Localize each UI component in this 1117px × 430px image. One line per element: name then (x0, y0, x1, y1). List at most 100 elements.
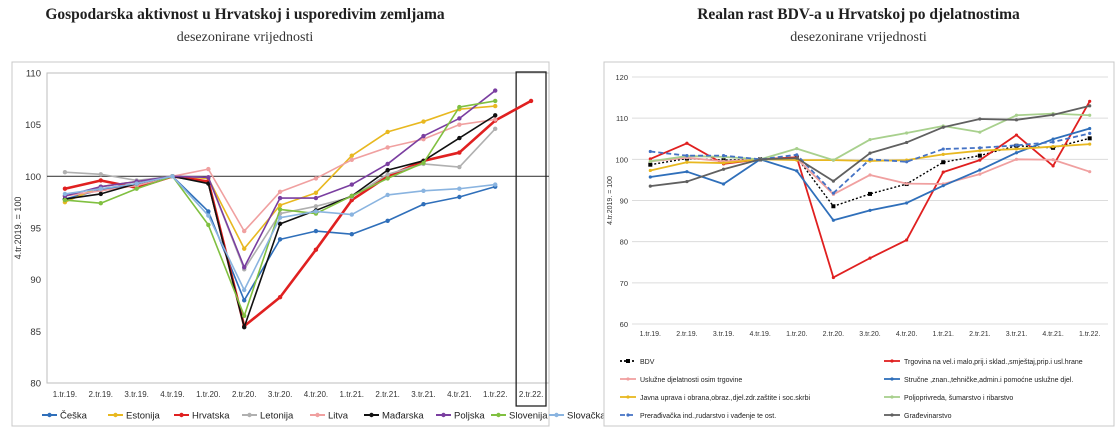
chart2-legend-label: Trgovina na vel.i malo,prij.i sklad.,smj… (904, 359, 1083, 366)
chart2-title: Realan rast BDV-a u Hrvatskoj po djelatn… (697, 6, 1020, 23)
chart2-point (685, 179, 689, 184)
chart1-xtick-label: 1.tr.21. (340, 390, 364, 399)
chart2-xtick-label: 1.tr.22. (1079, 331, 1100, 338)
chart2-legend-marker (890, 395, 894, 399)
chart2-point (905, 182, 909, 186)
chart2-point (868, 256, 872, 260)
chart1-point (242, 313, 247, 319)
chart2-point (758, 157, 762, 161)
chart1-point (134, 181, 139, 186)
chart2-ytick-label: 100 (615, 155, 628, 164)
chart2-xtick-label: 2.tr.21. (969, 331, 990, 338)
chart2-point (1014, 157, 1019, 161)
chart1-point (421, 188, 426, 193)
chart1-point (313, 247, 319, 252)
chart1-legend-label: Litva (328, 411, 349, 422)
chart1-point (493, 88, 498, 93)
chart2-point (1014, 133, 1019, 137)
chart2-point (1051, 140, 1055, 144)
chart1-point (349, 232, 354, 237)
chart2-point (1014, 151, 1019, 155)
chart2-point (1014, 143, 1019, 147)
chart1-point (134, 186, 139, 191)
chart2-point (831, 179, 835, 183)
chart2-point (648, 157, 652, 161)
chart2-ytick-label: 90 (620, 197, 628, 206)
chart1-legend-label: Hrvatska (192, 411, 230, 422)
chart1-point (528, 98, 534, 104)
chart1-point (98, 201, 103, 206)
chart1-xtick-label: 1.tr.22. (483, 390, 507, 399)
chart1-point (493, 113, 498, 118)
chart2-point (868, 208, 872, 212)
chart1-point (349, 197, 354, 203)
chart1-ytick-label: 90 (30, 275, 41, 286)
chart2-point (1088, 170, 1092, 174)
chart2-point (905, 201, 909, 205)
chart1-point (98, 172, 103, 177)
chart1-legend-label: Letonija (260, 411, 294, 422)
chart2-legend-marker (890, 359, 894, 363)
chart2-xtick-label: 4.tr.19. (749, 331, 770, 338)
chart1-legend-marker (496, 412, 501, 418)
chart2-point (685, 160, 689, 164)
chart1-legend-label: Češka (60, 411, 88, 422)
chart1-plot-area (46, 72, 550, 384)
chart1-point (206, 175, 211, 180)
chart1-point (313, 204, 319, 209)
chart1-legend-marker (441, 412, 446, 418)
chart1-point (349, 153, 354, 158)
chart1-point (313, 209, 319, 214)
chart1-point (62, 186, 68, 191)
chart1-point (493, 98, 498, 104)
chart2-point (648, 168, 652, 173)
chart2-point (1051, 144, 1055, 149)
chart2-legend-marker (626, 395, 630, 399)
chart2-xtick-label: 1.tr.19. (640, 331, 661, 338)
chart1-point (242, 298, 247, 303)
chart2-point (1088, 131, 1092, 135)
chart2-xtick-label: 1.tr.21. (933, 331, 954, 338)
chart2-point (685, 154, 689, 158)
chart2-point (868, 157, 872, 161)
chart1-point (313, 228, 319, 234)
chart1-point (242, 228, 247, 234)
chart2-point (905, 238, 909, 242)
chart2-point (1014, 118, 1019, 122)
chart2-ytick-label: 80 (620, 238, 628, 247)
chart2-point (648, 162, 653, 167)
chart2-point (721, 167, 726, 171)
chart2-legend-label: Uslužne djelatnosti osim trgovine (640, 377, 742, 384)
chart1-point (313, 190, 319, 196)
chart1-point (206, 181, 211, 186)
chart2-point (1014, 113, 1019, 117)
chart2-point (1051, 113, 1055, 117)
chart2-point (831, 191, 835, 195)
chart2-point (795, 153, 799, 157)
chart2-xtick-label: 4.tr.20. (896, 331, 917, 338)
chart1-point (421, 202, 426, 207)
chart1-ytick-label: 105 (25, 120, 41, 131)
chart1-legend-marker (315, 412, 320, 418)
chart1-legend-label: Poljska (454, 411, 485, 422)
chart1-xtick-label: 2.tr.20. (232, 390, 256, 399)
chart1-point (277, 195, 283, 201)
chart2-point (905, 131, 909, 135)
chart2-xtick-label: 4.tr.21. (1042, 331, 1063, 338)
chart2-point (1088, 104, 1092, 108)
chart1-point (385, 192, 390, 198)
chart2-subtitle: desezonirane vrijednosti (790, 30, 927, 45)
chart2-point (721, 161, 726, 165)
chart2-frame (603, 61, 1115, 427)
chart1-series-line-2 (64, 99, 532, 328)
chart2-legend-label: Stručne ,znan.,tehničke,admin.i pomoćne … (904, 377, 1073, 384)
chart1-point (349, 193, 354, 199)
chart1-point (242, 325, 247, 330)
chart2-point (941, 125, 945, 129)
chart2-point (941, 170, 945, 174)
chart2-point (685, 141, 689, 145)
chart1-xtick-label: 4.tr.21. (447, 390, 471, 399)
chart2-point (721, 182, 726, 186)
chart1-point (62, 170, 68, 175)
chart1-xtick-label: 3.tr.20. (268, 390, 292, 399)
